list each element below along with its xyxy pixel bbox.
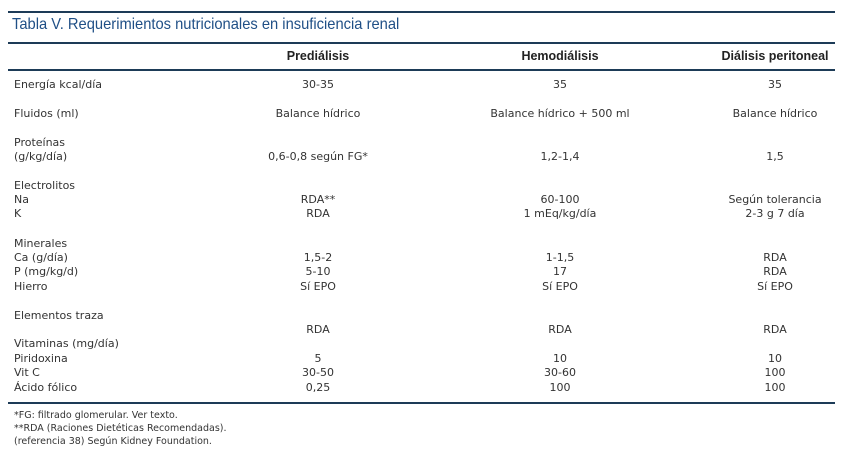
bottom-rule (8, 402, 835, 404)
table-row: Elementos traza (0, 309, 843, 323)
cell: 35 (553, 78, 567, 91)
footnote: **RDA (Raciones Dietéticas Recomendadas)… (14, 423, 227, 434)
cell: Balance hídrico + 500 ml (490, 107, 630, 120)
cell: 1,5-2 (303, 251, 333, 264)
cell: 10 (553, 352, 567, 365)
cell: 30-50 (302, 366, 334, 379)
table-row: Proteínas (0, 136, 843, 150)
table-row: P (mg/kg/d) 5-10 17 RDA (0, 265, 843, 279)
footnote: *FG: filtrado glomerular. Ver texto. (14, 410, 178, 421)
col-header-hemodialisis: Hemodiálisis (521, 49, 599, 63)
row-label: Hierro (14, 280, 48, 293)
title-rule (8, 42, 835, 44)
cell: RDA (763, 265, 787, 278)
cell: 1 mEq/kg/día (523, 207, 597, 220)
row-label: Na (14, 193, 29, 206)
row-label: Vit C (14, 366, 40, 379)
cell: RDA (548, 323, 572, 336)
cell: 5 (314, 352, 322, 365)
row-label: P (mg/kg/d) (14, 265, 79, 278)
cell: RDA** (300, 193, 336, 206)
row-label: (g/kg/día) (14, 150, 68, 163)
table-row: (g/kg/día) 0,6-0,8 según FG* 1,2-1,4 1,5 (0, 150, 843, 164)
row-label: Minerales (14, 237, 68, 250)
cell: 10 (768, 352, 782, 365)
row-label: Piridoxina (14, 352, 68, 365)
row-label: Electrolitos (14, 179, 76, 192)
table-row: RDA RDA RDA (0, 323, 843, 337)
cell: Según tolerancia (728, 193, 822, 206)
col-header-dialisis-peritoneal: Diálisis peritoneal (721, 49, 829, 63)
cell: 30-35 (302, 78, 334, 91)
cell: RDA (763, 251, 787, 264)
cell: 1,2-1,4 (540, 150, 580, 163)
cell: Sí EPO (757, 280, 793, 293)
table-row: Vitaminas (mg/día) (0, 337, 843, 351)
row-label: Ácido fólico (14, 381, 78, 394)
cell: 100 (764, 366, 786, 379)
table-row: Fluidos (ml) Balance hídrico Balance hídri… (0, 107, 843, 121)
row-label: Elementos traza (14, 309, 104, 322)
col-header-predialisis: Prediálisis (286, 49, 350, 63)
cell: RDA (306, 323, 330, 336)
cell: 2-3 g 7 día (745, 207, 805, 220)
table-row: K RDA 1 mEq/kg/día 2-3 g 7 día (0, 207, 843, 221)
cell: 60-100 (540, 193, 580, 206)
cell: 30-60 (544, 366, 576, 379)
top-rule (8, 11, 835, 13)
cell: Balance hídrico (732, 107, 818, 120)
footnote: (referencia 38) Según Kidney Foundation. (14, 436, 212, 447)
table-row: Na RDA** 60-100 Según tolerancia (0, 193, 843, 207)
cell: 5-10 (305, 265, 331, 278)
table-row: Electrolitos (0, 179, 843, 193)
table-row: Hierro Sí EPO Sí EPO Sí EPO (0, 280, 843, 294)
cell: 1,5 (766, 150, 784, 163)
row-label: Vitaminas (mg/día) (14, 337, 119, 350)
table-title: Tabla V. Requerimientos nutricionales en… (12, 16, 400, 33)
cell: RDA (763, 323, 787, 336)
row-label: Ca (g/día) (14, 251, 68, 264)
row-label: Proteínas (14, 136, 66, 149)
cell: Balance hídrico (275, 107, 361, 120)
row-label: K (14, 207, 22, 220)
cell: Sí EPO (542, 280, 578, 293)
table-row: Piridoxina 5 10 10 (0, 352, 843, 366)
cell: 100 (549, 381, 571, 394)
cell: 17 (553, 265, 567, 278)
table-row: Ca (g/día) 1,5-2 1-1,5 RDA (0, 251, 843, 265)
row-label: Fluidos (ml) (14, 107, 79, 120)
row-label: Energía kcal/día (14, 78, 102, 91)
table-row: Ácido fólico 0,25 100 100 (0, 381, 843, 395)
header-rule (8, 69, 835, 71)
cell: RDA (306, 207, 330, 220)
cell: 1-1,5 (545, 251, 575, 264)
cell: 35 (768, 78, 782, 91)
cell: 0,25 (305, 381, 331, 394)
cell: Sí EPO (300, 280, 336, 293)
table-row: Energía kcal/día 30-35 35 35 (0, 78, 843, 92)
table-row: Vit C 30-50 30-60 100 (0, 366, 843, 380)
cell: 0,6-0,8 según FG* (268, 150, 368, 163)
cell: 100 (764, 381, 786, 394)
table-row: Minerales (0, 237, 843, 251)
